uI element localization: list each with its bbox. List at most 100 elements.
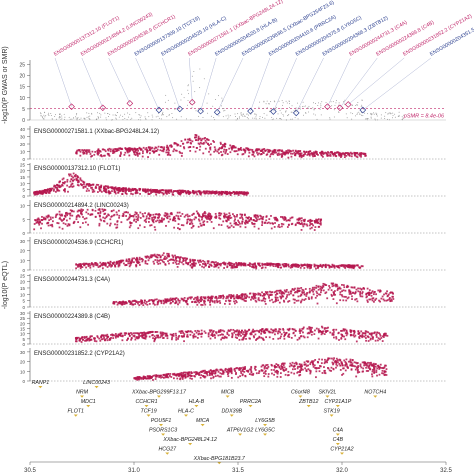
eqtl-point xyxy=(166,144,169,147)
eqtl-point xyxy=(283,331,285,334)
top-y-tick-label: 15 xyxy=(19,85,25,91)
eqtl-point xyxy=(122,212,125,215)
eqtl-point xyxy=(242,264,245,267)
gwas-point xyxy=(214,98,216,100)
eqtl-point xyxy=(131,257,134,260)
eqtl-point xyxy=(315,284,318,287)
eqtl-point xyxy=(199,222,202,225)
eqtl-point xyxy=(154,189,157,192)
eqtl-point xyxy=(33,192,36,195)
eqtl-point xyxy=(292,265,295,267)
eqtl-point xyxy=(81,263,84,265)
eqtl-point xyxy=(277,264,279,267)
eqtl-point xyxy=(112,187,115,190)
eqtl-point xyxy=(155,255,158,258)
gwas-point xyxy=(61,117,63,119)
eqtl-point xyxy=(290,150,293,153)
eqtl-point xyxy=(182,332,185,334)
eqtl-point xyxy=(71,214,74,217)
eqtl-point xyxy=(377,364,380,367)
eqtl-point xyxy=(86,187,89,190)
eqtl-point xyxy=(131,303,134,306)
eqtl-point xyxy=(82,185,85,188)
eqtl-point xyxy=(167,252,170,255)
eqtl-point xyxy=(49,190,52,192)
eqtl-point xyxy=(221,369,224,372)
eqtl-point xyxy=(220,193,223,196)
eqtl-point xyxy=(230,262,233,265)
eqtl-point xyxy=(218,212,220,215)
eqtl-point xyxy=(82,152,85,155)
eqtl-point xyxy=(348,293,351,295)
eqtl-point xyxy=(271,298,273,301)
eqtl-point xyxy=(220,212,223,215)
eqtl-point xyxy=(199,145,202,148)
eqtl-point xyxy=(182,142,185,145)
eqtl-point xyxy=(250,298,252,301)
eqtl-point xyxy=(101,262,103,265)
eqtl-point xyxy=(78,265,81,268)
eqtl-point xyxy=(209,330,212,333)
eqtl-point xyxy=(349,364,352,367)
eqtl-point xyxy=(171,258,174,261)
eqtl-point xyxy=(369,298,372,301)
eqtl-point xyxy=(92,183,95,186)
eqtl-point xyxy=(298,290,300,293)
eqtl-point xyxy=(174,374,177,376)
eqtl-point xyxy=(232,191,235,194)
eqtl-point xyxy=(209,299,212,302)
eqtl-point xyxy=(130,262,133,265)
eqtl-point xyxy=(95,262,98,265)
eqtl-point xyxy=(101,267,104,270)
gwas-point xyxy=(282,114,284,116)
eqtl-point xyxy=(219,302,222,304)
eqtl-point xyxy=(59,214,62,217)
eqtl-point xyxy=(174,332,177,335)
eqtl-point xyxy=(212,227,215,230)
eqtl-point xyxy=(191,300,194,303)
eqtl-point xyxy=(330,366,333,369)
eqtl-point xyxy=(244,222,247,225)
gwas-point xyxy=(402,117,404,119)
eqtl-point xyxy=(149,375,152,378)
eqtl-point xyxy=(156,148,159,151)
eqtl-point xyxy=(365,330,368,333)
eqtl-point xyxy=(106,333,109,336)
eqtl-point xyxy=(255,339,257,341)
eqtl-point xyxy=(90,213,93,216)
eqtl-point xyxy=(318,331,320,334)
eqtl-point xyxy=(53,188,55,191)
eqtl-point xyxy=(65,219,68,222)
eqtl-point xyxy=(175,142,177,145)
eqtl-point xyxy=(64,223,67,226)
eqtl-point xyxy=(41,192,44,195)
eqtl-point xyxy=(124,188,127,191)
eqtl-point xyxy=(182,189,184,192)
eqtl-point xyxy=(247,329,250,331)
eqtl-point xyxy=(315,218,318,221)
eqtl-point xyxy=(142,215,145,218)
gwas-point xyxy=(80,117,82,119)
eqtl-point xyxy=(48,188,51,190)
eqtl-point xyxy=(264,373,267,375)
eqtl-point xyxy=(119,301,122,304)
eqtl-point xyxy=(345,152,347,155)
eqtl-point xyxy=(213,146,216,149)
eqtl-point xyxy=(116,303,119,306)
eqtl-point xyxy=(203,141,205,144)
eqtl-point xyxy=(79,183,82,185)
eqtl-point xyxy=(377,289,380,292)
eqtl-point xyxy=(77,181,79,184)
gwas-point xyxy=(192,80,194,82)
eqtl-point xyxy=(309,370,312,372)
eqtl-point xyxy=(215,215,218,218)
eqtl-point xyxy=(75,215,78,218)
eqtl-point xyxy=(135,212,138,215)
eqtl-point xyxy=(294,291,296,294)
eqtl-point xyxy=(378,332,380,334)
eqtl-point xyxy=(382,334,385,337)
eqtl-point xyxy=(321,150,324,153)
eqtl-point xyxy=(152,337,154,340)
eqtl-point xyxy=(191,296,193,299)
eqtl-point xyxy=(218,147,221,149)
